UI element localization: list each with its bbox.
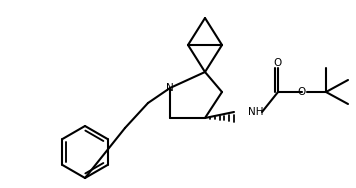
Text: N: N xyxy=(166,83,174,93)
Text: O: O xyxy=(298,87,306,97)
Text: NH: NH xyxy=(248,107,263,117)
Text: O: O xyxy=(274,58,282,68)
